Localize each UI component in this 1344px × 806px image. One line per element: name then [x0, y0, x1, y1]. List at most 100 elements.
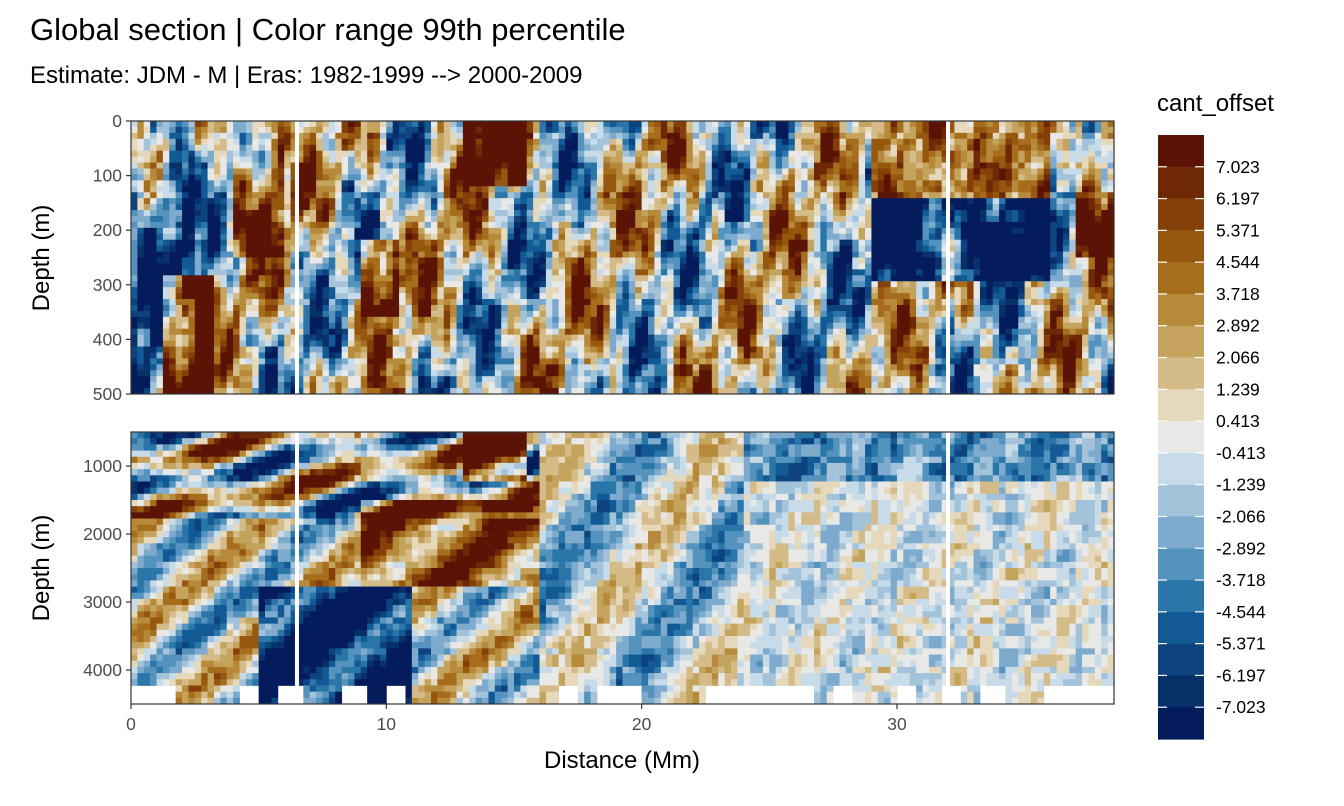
field-cell: [265, 328, 272, 336]
field-cell: [603, 245, 611, 252]
field-cell: [233, 215, 240, 223]
field-cell: [743, 352, 751, 359]
field-cell: [692, 352, 700, 359]
field-cell: [596, 293, 604, 300]
field-cell: [335, 346, 343, 353]
field-cell: [354, 227, 362, 235]
field-cell: [756, 215, 764, 223]
field-cell: [418, 198, 426, 205]
field-cell: [284, 257, 291, 264]
field-cell: [162, 304, 170, 312]
field-cell: [762, 121, 770, 128]
field-cell: [226, 168, 234, 175]
field-cell: [565, 293, 572, 300]
field-cell: [194, 251, 202, 258]
field-cell: [405, 204, 413, 211]
field-cell: [609, 352, 617, 359]
field-cell: [424, 156, 432, 163]
field-cell: [699, 215, 706, 223]
field-cell: [482, 322, 489, 330]
field-cell: [520, 150, 528, 157]
field-cell: [182, 370, 189, 377]
field-cell: [501, 364, 508, 371]
field-cell: [513, 322, 521, 330]
field-cell: [373, 382, 381, 389]
field-cell: [131, 388, 138, 394]
field-cell: [788, 358, 796, 365]
field-cell: [296, 275, 304, 282]
field-cell: [143, 257, 151, 264]
field-cell: [379, 352, 387, 359]
field-cell: [520, 126, 528, 134]
field-cell: [813, 251, 821, 258]
field-cell: [143, 287, 151, 294]
field-cell: [737, 162, 745, 169]
field-cell: [162, 162, 170, 169]
field-cell: [686, 156, 694, 163]
field-cell: [137, 388, 145, 394]
field-cell: [660, 299, 668, 306]
field-cell: [718, 239, 726, 247]
field-cell: [399, 251, 406, 258]
field-cell: [303, 304, 311, 312]
field-cell: [507, 251, 515, 258]
field-cell: [590, 275, 598, 282]
field-cell: [571, 269, 579, 276]
field-cell: [596, 352, 604, 359]
field-cell: [233, 210, 240, 217]
field-cell: [737, 251, 745, 258]
field-cell: [162, 322, 170, 330]
field-cell: [156, 126, 164, 134]
field-cell: [239, 275, 247, 282]
field-cell: [424, 186, 432, 193]
field-cell: [724, 180, 732, 187]
field-cell: [443, 192, 451, 199]
field-cell: [520, 370, 528, 377]
field-cell: [367, 215, 374, 223]
field-cell: [807, 132, 815, 140]
field-cell: [450, 204, 457, 211]
field-cell: [411, 233, 419, 241]
field-cell: [137, 204, 145, 211]
field-cell: [807, 126, 815, 134]
field-cell: [405, 251, 413, 258]
field-cell: [686, 310, 694, 318]
field-cell: [616, 180, 623, 187]
field-cell: [590, 316, 598, 324]
field-cell: [616, 334, 623, 341]
field-cell: [296, 388, 304, 394]
field-cell: [660, 168, 668, 175]
field-cell: [513, 227, 521, 235]
field-cell: [565, 334, 572, 341]
field-cell: [258, 233, 266, 241]
field-cell: [188, 304, 196, 312]
field-cell: [284, 132, 291, 140]
field-cell: [175, 275, 183, 282]
field-cell: [686, 352, 694, 359]
field-cell: [692, 299, 700, 306]
field-cell: [488, 287, 496, 294]
field-cell: [226, 287, 234, 294]
field-cell: [462, 174, 470, 181]
field-cell: [182, 210, 189, 217]
field-cell: [322, 138, 330, 146]
field-cell: [622, 126, 630, 134]
field-cell: [539, 299, 547, 306]
field-cell: [399, 156, 406, 163]
field-cell: [750, 121, 757, 128]
field-cell: [545, 275, 553, 282]
field-cell: [156, 245, 164, 252]
field-cell: [762, 275, 770, 282]
field-cell: [769, 376, 777, 383]
field-cell: [667, 287, 674, 294]
field-cell: [182, 215, 189, 223]
field-cell: [762, 340, 770, 347]
field-cell: [699, 162, 706, 169]
field-cell: [699, 156, 706, 163]
field-cell: [392, 352, 400, 359]
field-cell: [399, 376, 406, 383]
field-cell: [628, 322, 636, 330]
field-cell: [213, 382, 221, 389]
field-cell: [131, 233, 138, 241]
field-cell: [213, 192, 221, 199]
